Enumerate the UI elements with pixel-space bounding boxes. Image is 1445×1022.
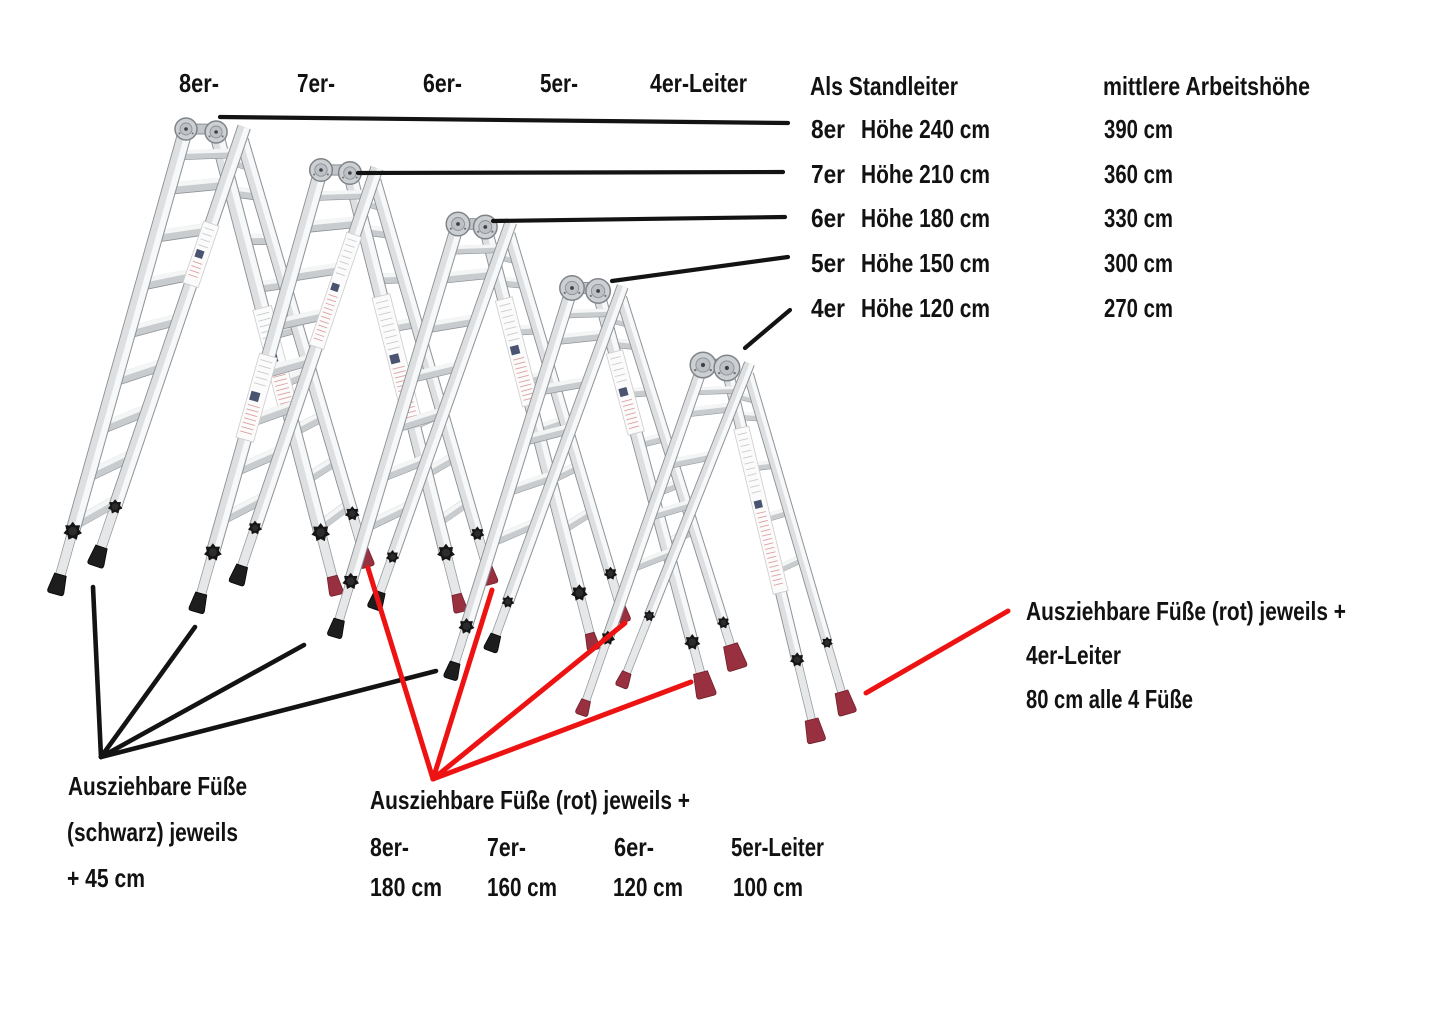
svg-text:120 cm: 120 cm bbox=[613, 872, 683, 902]
svg-text:Höhe 210 cm: Höhe 210 cm bbox=[861, 159, 990, 189]
svg-text:Höhe 150 cm: Höhe 150 cm bbox=[861, 248, 990, 278]
svg-text:300 cm: 300 cm bbox=[1104, 248, 1173, 278]
svg-text:Höhe 240 cm: Höhe 240 cm bbox=[861, 114, 990, 144]
svg-text:80 cm alle 4 Füße: 80 cm alle 4 Füße bbox=[1026, 684, 1193, 714]
svg-text:Ausziehbare Füße: Ausziehbare Füße bbox=[68, 771, 247, 801]
svg-text:330 cm: 330 cm bbox=[1104, 203, 1173, 233]
svg-text:160 cm: 160 cm bbox=[487, 872, 557, 902]
svg-text:Als Standleiter: Als Standleiter bbox=[810, 71, 958, 101]
svg-text:5er-: 5er- bbox=[540, 68, 578, 98]
svg-text:5er: 5er bbox=[811, 248, 845, 278]
svg-text:Ausziehbare Füße (rot) jeweils: Ausziehbare Füße (rot) jeweils + bbox=[370, 785, 690, 815]
svg-text:(schwarz) jeweils: (schwarz) jeweils bbox=[67, 817, 238, 847]
svg-text:+ 45 cm: + 45 cm bbox=[67, 863, 145, 893]
svg-text:Höhe 180 cm: Höhe 180 cm bbox=[861, 203, 990, 233]
svg-text:390 cm: 390 cm bbox=[1104, 114, 1173, 144]
svg-text:360 cm: 360 cm bbox=[1104, 159, 1173, 189]
svg-text:100 cm: 100 cm bbox=[733, 872, 803, 902]
svg-text:6er-: 6er- bbox=[423, 68, 462, 98]
svg-text:6er: 6er bbox=[811, 203, 845, 233]
svg-text:5er-Leiter: 5er-Leiter bbox=[731, 832, 824, 862]
svg-text:8er-: 8er- bbox=[179, 68, 219, 98]
svg-text:4er: 4er bbox=[811, 293, 845, 323]
svg-text:8er-: 8er- bbox=[370, 832, 409, 862]
svg-text:Ausziehbare Füße (rot) jeweils: Ausziehbare Füße (rot) jeweils + bbox=[1026, 596, 1346, 626]
svg-text:4er-Leiter: 4er-Leiter bbox=[1026, 640, 1121, 670]
svg-text:270 cm: 270 cm bbox=[1104, 293, 1173, 323]
svg-text:7er-: 7er- bbox=[297, 68, 335, 98]
svg-text:7er: 7er bbox=[811, 159, 845, 189]
svg-text:6er-: 6er- bbox=[614, 832, 654, 862]
svg-text:180 cm: 180 cm bbox=[370, 872, 442, 902]
svg-text:8er: 8er bbox=[811, 114, 845, 144]
svg-text:4er-Leiter: 4er-Leiter bbox=[650, 68, 747, 98]
svg-text:Höhe 120 cm: Höhe 120 cm bbox=[861, 293, 990, 323]
svg-text:7er-: 7er- bbox=[487, 832, 526, 862]
svg-text:mittlere Arbeitshöhe: mittlere Arbeitshöhe bbox=[1103, 71, 1310, 101]
